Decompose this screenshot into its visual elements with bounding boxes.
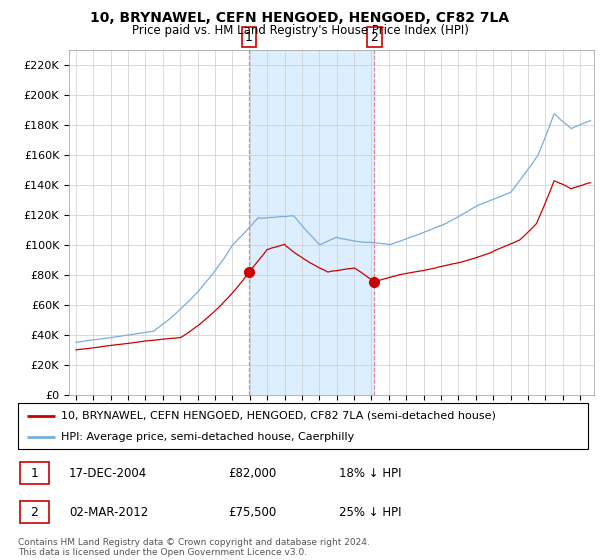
- Text: 10, BRYNAWEL, CEFN HENGOED, HENGOED, CF82 7LA (semi-detached house): 10, BRYNAWEL, CEFN HENGOED, HENGOED, CF8…: [61, 410, 496, 421]
- Text: Price paid vs. HM Land Registry's House Price Index (HPI): Price paid vs. HM Land Registry's House …: [131, 24, 469, 36]
- Text: 17-DEC-2004: 17-DEC-2004: [69, 466, 147, 480]
- Text: 1: 1: [31, 466, 38, 480]
- Text: 2: 2: [31, 506, 38, 519]
- Text: 18% ↓ HPI: 18% ↓ HPI: [339, 466, 401, 480]
- Text: HPI: Average price, semi-detached house, Caerphilly: HPI: Average price, semi-detached house,…: [61, 432, 354, 442]
- Text: 1: 1: [245, 30, 253, 44]
- Text: £75,500: £75,500: [228, 506, 276, 519]
- Bar: [249, 50, 374, 395]
- Text: 10, BRYNAWEL, CEFN HENGOED, HENGOED, CF82 7LA: 10, BRYNAWEL, CEFN HENGOED, HENGOED, CF8…: [91, 11, 509, 25]
- Text: 02-MAR-2012: 02-MAR-2012: [69, 506, 148, 519]
- Text: Contains HM Land Registry data © Crown copyright and database right 2024.
This d: Contains HM Land Registry data © Crown c…: [18, 538, 370, 557]
- Text: 2: 2: [371, 30, 379, 44]
- Text: £82,000: £82,000: [228, 466, 276, 480]
- Text: 25% ↓ HPI: 25% ↓ HPI: [339, 506, 401, 519]
